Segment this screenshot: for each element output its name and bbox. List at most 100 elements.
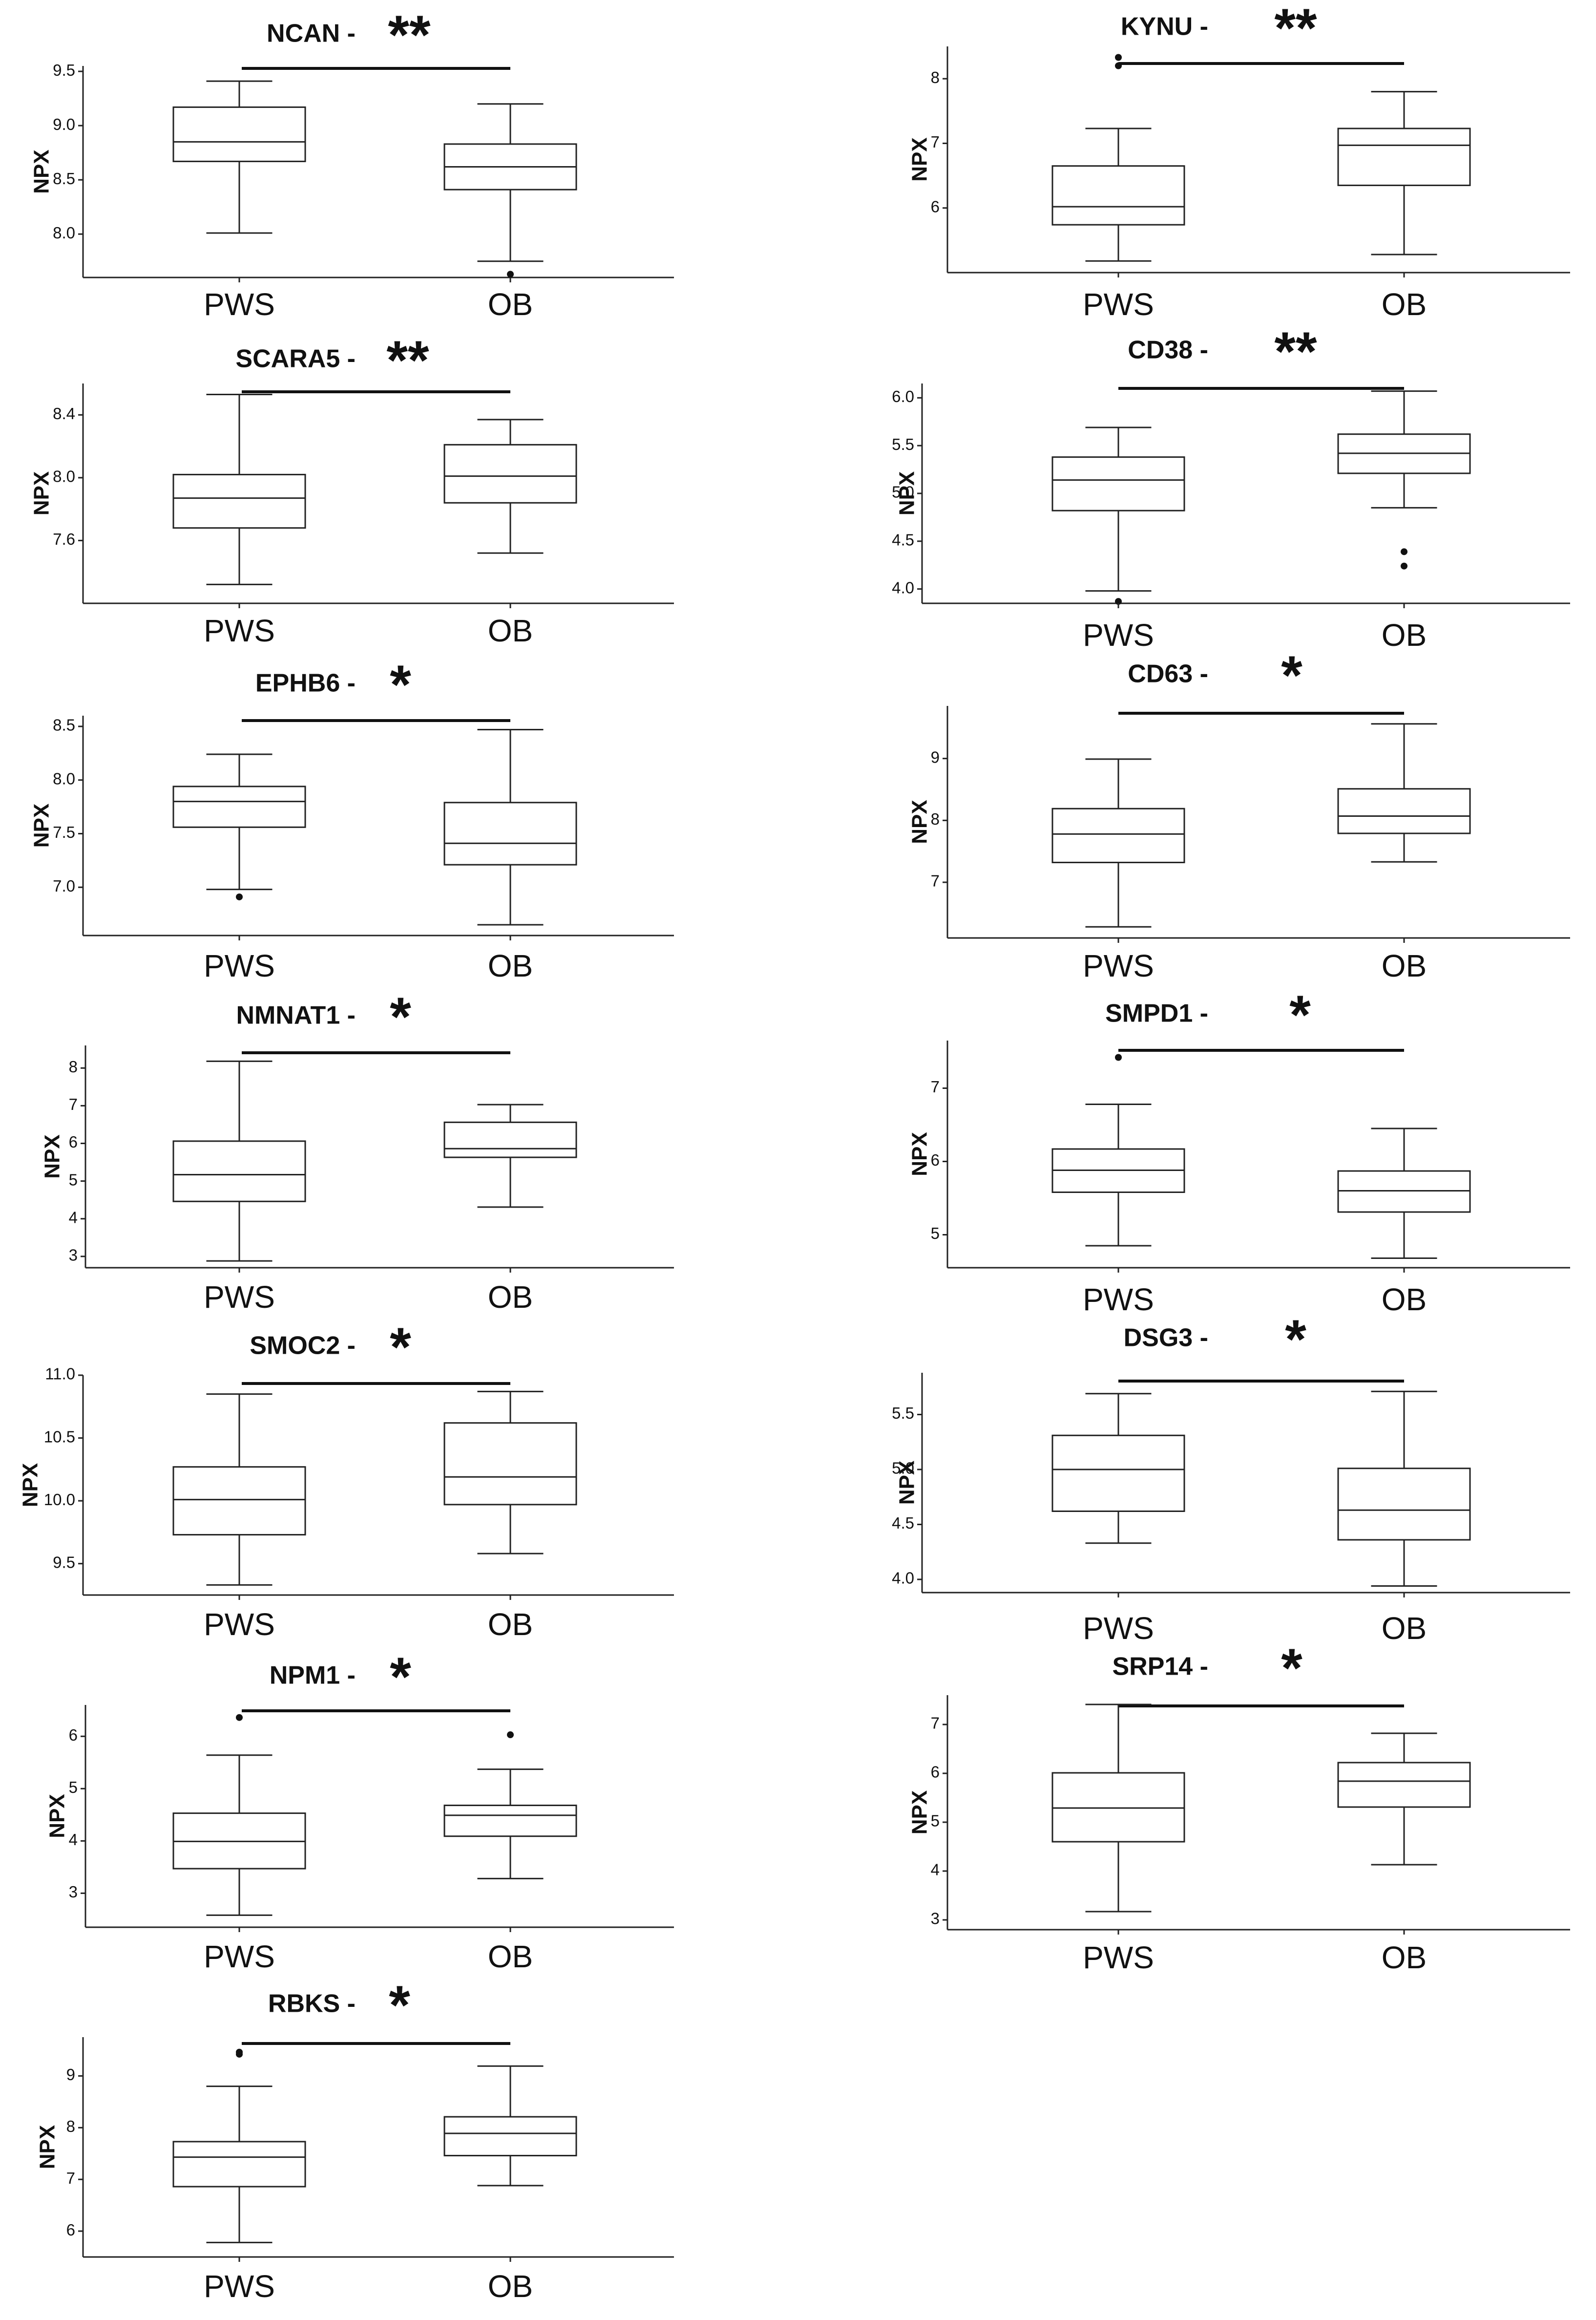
x-group-label-pws: PWS (1083, 617, 1154, 653)
y-tick-label: 7 (931, 133, 940, 151)
y-tick-label: 8.0 (53, 468, 75, 486)
y-tick-label: 7 (931, 1078, 940, 1096)
y-tick-label: 11.0 (45, 1365, 75, 1383)
y-tick-label: 9 (931, 748, 940, 766)
significance-stars: * (1281, 1638, 1302, 1699)
x-group-label-pws: PWS (204, 1607, 275, 1642)
outlier-point-ob (507, 271, 514, 278)
chart-title: KYNU - (1121, 13, 1208, 41)
box-iqr-pws (1051, 808, 1185, 863)
x-group-label-pws: PWS (204, 287, 275, 322)
significance-stars: ** (1274, 321, 1317, 382)
chart-title: CD63 - (1128, 660, 1208, 688)
significance-stars: ** (1274, 0, 1317, 59)
chart-panel-scara5: SCARA5 - ** 7.6 8.0 8.4 NPX PWS OB (30, 330, 674, 648)
box-iqr-ob (443, 444, 577, 504)
box-iqr-pws (172, 473, 306, 529)
y-tick-label: 6.0 (892, 387, 914, 405)
y-tick-label: 7 (66, 2169, 75, 2187)
y-tick-label: 3 (931, 1910, 940, 1928)
y-tick-label: 4.5 (892, 1514, 914, 1532)
y-tick-label: 10.5 (44, 1427, 75, 1446)
y-tick-label: 7 (931, 872, 940, 890)
y-tick-label: 8.4 (53, 404, 75, 423)
chart-panel-ephb6: EPHB6 - * 7.0 7.5 8.0 8.5 NPX PWS OB (30, 654, 674, 983)
box-iqr-ob (1337, 788, 1471, 834)
x-group-label-ob: OB (1382, 617, 1427, 653)
outlier-point-ob (1401, 562, 1407, 570)
y-tick-label: 6 (931, 1151, 940, 1169)
y-tick-label: 4.0 (892, 578, 914, 596)
y-tick-label: 8 (66, 2117, 75, 2135)
y-axis-title: NPX (908, 800, 932, 844)
y-axis-title: NPX (36, 2125, 60, 2169)
y-tick-label: 5.5 (892, 1404, 914, 1422)
outlier-point-ob (1401, 548, 1407, 555)
outlier-point-pws (1115, 1054, 1122, 1061)
y-tick-label: 8.5 (53, 716, 75, 734)
y-tick-label: 5.0 (892, 483, 914, 501)
box-iqr-pws (1051, 456, 1185, 511)
y-tick-label: 6 (66, 2221, 75, 2239)
significance-stars: * (390, 654, 411, 715)
y-tick-label: 9 (66, 2065, 75, 2084)
y-tick-label: 5 (931, 1812, 940, 1830)
y-tick-label: 4.0 (892, 1569, 914, 1587)
x-group-label-pws: PWS (1083, 1282, 1154, 1317)
x-group-label-pws: PWS (1083, 1611, 1154, 1646)
box-iqr-ob (443, 1422, 577, 1506)
chart-panel-nmnat1: NMNAT1 - * 3 4 5 6 7 8 NPX PWS OB (41, 986, 674, 1315)
x-group-label-pws: PWS (204, 613, 275, 648)
y-axis-title: NPX (41, 1134, 64, 1178)
chart-panel-cd63: CD63 - * 7 8 9 NPX PWS OB (908, 645, 1570, 983)
y-tick-label: 9.5 (53, 1553, 75, 1571)
chart-title: SMOC2 - (250, 1332, 356, 1360)
x-group-label-pws: PWS (1083, 1940, 1154, 1975)
x-group-label-ob: OB (488, 613, 533, 648)
chart-panel-smpd1: SMPD1 - * 5 6 7 NPX PWS OB (908, 984, 1570, 1317)
outlier-point-pws (1115, 62, 1122, 69)
chart-panel-npm1: NPM1 - * 3 4 5 6 NPX PWS OB (45, 1646, 674, 1974)
y-tick-label: 9.5 (53, 61, 75, 79)
x-group-label-ob: OB (488, 1939, 533, 1974)
y-tick-label: 5.5 (892, 435, 914, 453)
y-tick-label: 8.5 (53, 170, 75, 188)
y-tick-label: 7.6 (53, 530, 75, 548)
y-tick-label: 8.0 (53, 769, 75, 788)
chart-title: EPHB6 - (255, 669, 356, 698)
box-iqr-pws (172, 2141, 306, 2188)
chart-panel-smoc2: SMOC2 - * 9.5 10.0 10.5 11.0 NPX PWS OB (19, 1317, 674, 1642)
significance-stars: * (1281, 645, 1302, 706)
y-axis-title: NPX (895, 1461, 919, 1505)
chart-panel-dsg3: DSG3 - * 4.0 4.5 5.0 5.5 NPX PWS OB (892, 1309, 1570, 1646)
y-axis-title: NPX (908, 137, 932, 181)
box-iqr-ob (1337, 1762, 1471, 1808)
chart-panel-ncan: NCAN - ** 8.0 8.5 9.0 9.5 NPX PWS OB (30, 4, 674, 322)
box-iqr-pws (172, 786, 306, 828)
y-tick-label: 7.0 (53, 877, 75, 895)
outlier-point-pws (1115, 54, 1122, 61)
x-group-label-ob: OB (1382, 1940, 1427, 1975)
y-tick-label: 4 (69, 1208, 78, 1226)
chart-title: DSG3 - (1124, 1324, 1208, 1352)
y-tick-label: 6 (69, 1133, 78, 1151)
y-axis-title: NPX (908, 1132, 932, 1176)
x-group-label-ob: OB (488, 2269, 533, 2304)
chart-panel-cd38: CD38 - ** 4.0 4.5 5.0 5.5 6.0 NPX PWS OB (892, 321, 1570, 653)
significance-stars: ** (388, 4, 431, 65)
box-iqr-ob (1337, 128, 1471, 186)
box-iqr-ob (443, 1805, 577, 1837)
y-tick-label: 3 (69, 1246, 78, 1264)
x-group-label-ob: OB (488, 287, 533, 322)
y-axis-title: NPX (895, 471, 919, 515)
y-tick-label: 6 (931, 197, 940, 215)
y-tick-label: 5.0 (892, 1459, 914, 1477)
outlier-point-pws (236, 2048, 243, 2056)
y-tick-label: 10.0 (44, 1490, 75, 1509)
x-group-label-ob: OB (488, 1607, 533, 1642)
chart-panel-kynu: KYNU - ** 6 7 8 NPX PWS OB (908, 0, 1570, 322)
box-iqr-ob (443, 802, 577, 866)
y-axis-title: NPX (908, 1790, 932, 1834)
chart-title: RBKS - (268, 1990, 356, 2018)
box-iqr-pws (1051, 1434, 1185, 1512)
